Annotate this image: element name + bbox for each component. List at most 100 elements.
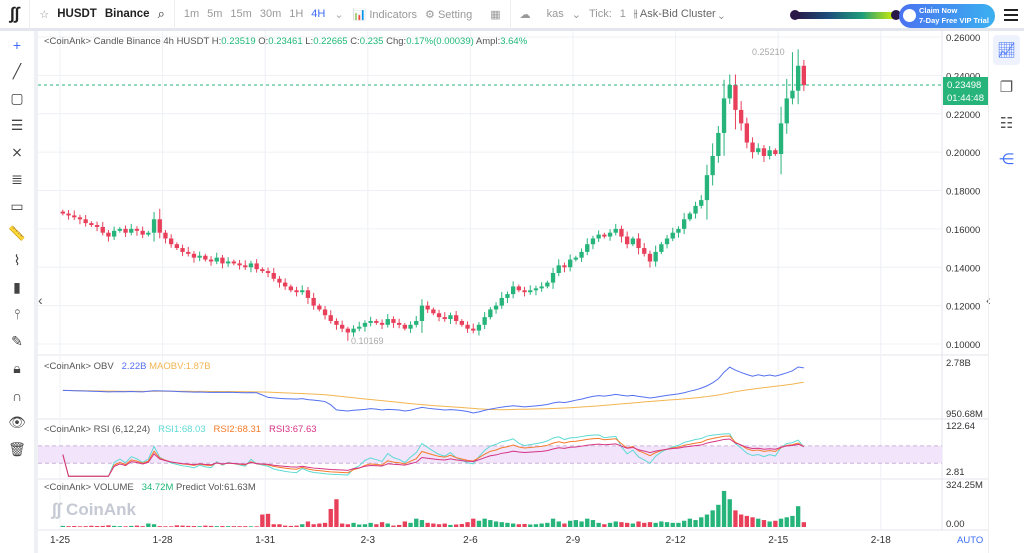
interval-tab-1m[interactable]: 1m [183,8,200,20]
tick-select[interactable]: 1 [619,8,626,20]
rsi-min: 2.81 [946,467,965,478]
interval-tab-5m[interactable]: 5m [207,8,223,20]
symbol[interactable]: HUSDT [57,8,97,20]
candle-body [168,238,174,245]
bar-chart-icon[interactable]: ▮ [13,279,21,295]
star-icon[interactable]: ☆ [39,8,50,21]
list-icon[interactable]: ☷ [999,115,1014,132]
volume-bar [368,522,373,527]
candle-body [231,261,237,264]
cluster-select[interactable]: ⫲ Ask-Bid Cluster ⌄ [633,7,724,20]
candle-body [351,328,356,333]
logo[interactable]: ∫∫ [10,4,20,23]
rectangle-icon[interactable]: ▢ [10,90,24,106]
text-note-icon[interactable]: ▭ [10,198,24,214]
candle-body [282,282,288,287]
price-tick: 0.26000 [946,33,980,44]
volume-bar [402,521,408,527]
volume-bar [585,518,590,527]
interval-tab-30m[interactable]: 30m [259,8,282,20]
candle-body [562,265,567,268]
trendline-icon[interactable]: ╱ [12,63,22,79]
price-tick: 0.12000 [946,302,980,313]
chart-icon[interactable]: 📈︎ [993,35,1020,65]
candle-body [602,234,607,237]
volume-bar [140,526,145,527]
heatmap-gradient-slider[interactable] [790,10,901,20]
candle-body [345,328,351,333]
candle-body [106,232,111,237]
chart-canvas[interactable]: 1-25 1-28 1-31 2-3 2-6 2-9 2-12 2-15 2-18 0.26000… [38,31,988,553]
brush-icon[interactable]: ⌇ [13,252,21,268]
pattern-icon[interactable]: ⨯ [11,144,23,160]
exchange[interactable]: Binance [104,8,150,20]
volume-bar [801,522,807,527]
candle-body [704,175,710,201]
parallel-lines-icon[interactable]: ☰ [10,117,24,133]
magnet-icon[interactable]: ∩ [11,387,23,404]
menu-icon[interactable] [1004,9,1018,24]
candle-body [585,244,590,252]
rsi-band [38,445,942,464]
drawing-toolbar: + ╱ ▢ ☰ ⨯ ≣ ▭ 📏 ⌇ ▮ ⫯ ✎ 🔒︎ ∩ 👁︎ 🗑︎ [0,31,38,553]
volume-bar [699,517,704,527]
lock-icon[interactable]: 🔒︎ [13,360,21,376]
interval-tab-4H[interactable]: 4H [311,8,326,20]
candle-body [294,290,299,293]
volume-bar [756,518,761,527]
candle-body [425,305,430,310]
trash-icon[interactable]: 🗑︎ [8,441,26,457]
volume-bar [208,525,214,527]
candle-body [756,148,761,153]
price-tick: 0.22000 [946,110,980,121]
eye-icon[interactable]: 👁︎ [8,414,26,430]
volume-bar [282,525,288,527]
volume-bar [613,521,618,527]
layers-icon[interactable]: ❐ [999,79,1014,96]
volume-bar [505,522,510,527]
search-icon[interactable]: ⌕ [157,6,165,21]
lock-drawing-icon[interactable]: ✎ [11,333,23,349]
cluster-symbol-select[interactable]: kas [546,8,564,20]
volume-bar [322,522,328,527]
date-tick: 2-3 [361,535,376,546]
volume-bar [151,524,157,527]
share-icon[interactable]: ⋲ [999,151,1014,168]
cloud-icon[interactable]: ☁ [519,8,531,21]
interval-tab-1H[interactable]: 1H [289,8,304,20]
setting-button[interactable]: ⚙ Setting [425,8,473,21]
candle-body [277,278,282,283]
candle-body [83,219,88,224]
crosshair-icon[interactable]: + [12,36,22,53]
candle-body [539,286,544,289]
interval-tab-15m[interactable]: 15m [230,8,252,20]
candle-body [510,286,516,295]
date-tick: 1-31 [255,535,275,546]
volume-legend: <CoinAnk> VOLUME 34.72M Predict Vol:61.6… [44,482,256,493]
candle-body [596,234,601,239]
date-tick: 2-18 [871,535,891,546]
indicators-button[interactable]: 📊 Indicators [352,8,418,21]
candle-body [750,142,755,153]
candle-body [556,265,561,274]
auto-scale-button[interactable]: AUTO [957,535,983,546]
volume-bar [471,518,476,527]
volume-bar [573,520,579,527]
ruler-icon[interactable]: 📏 [8,225,26,241]
volume-bar [744,515,750,527]
price-tick: 0.18000 [946,187,980,198]
claim-vip-button[interactable]: Claim Now 7-Day Free VIP Trial [899,4,995,28]
candle-body [647,253,653,262]
volume-bar [197,526,202,527]
chevron-down-icon[interactable]: ⌄ [334,8,344,21]
position-icon[interactable]: ⫯ [13,306,21,322]
candle-body [305,290,311,298]
collapse-left-icon[interactable]: ‹ [38,292,43,308]
candle-body [436,313,442,318]
volume-bar [448,524,453,527]
candle-body [533,288,539,291]
layout-grid-icon[interactable]: ▦ [490,8,501,21]
volume-bar [795,506,801,527]
fib-icon[interactable]: ≣ [11,171,23,187]
volume-bar [767,521,772,527]
